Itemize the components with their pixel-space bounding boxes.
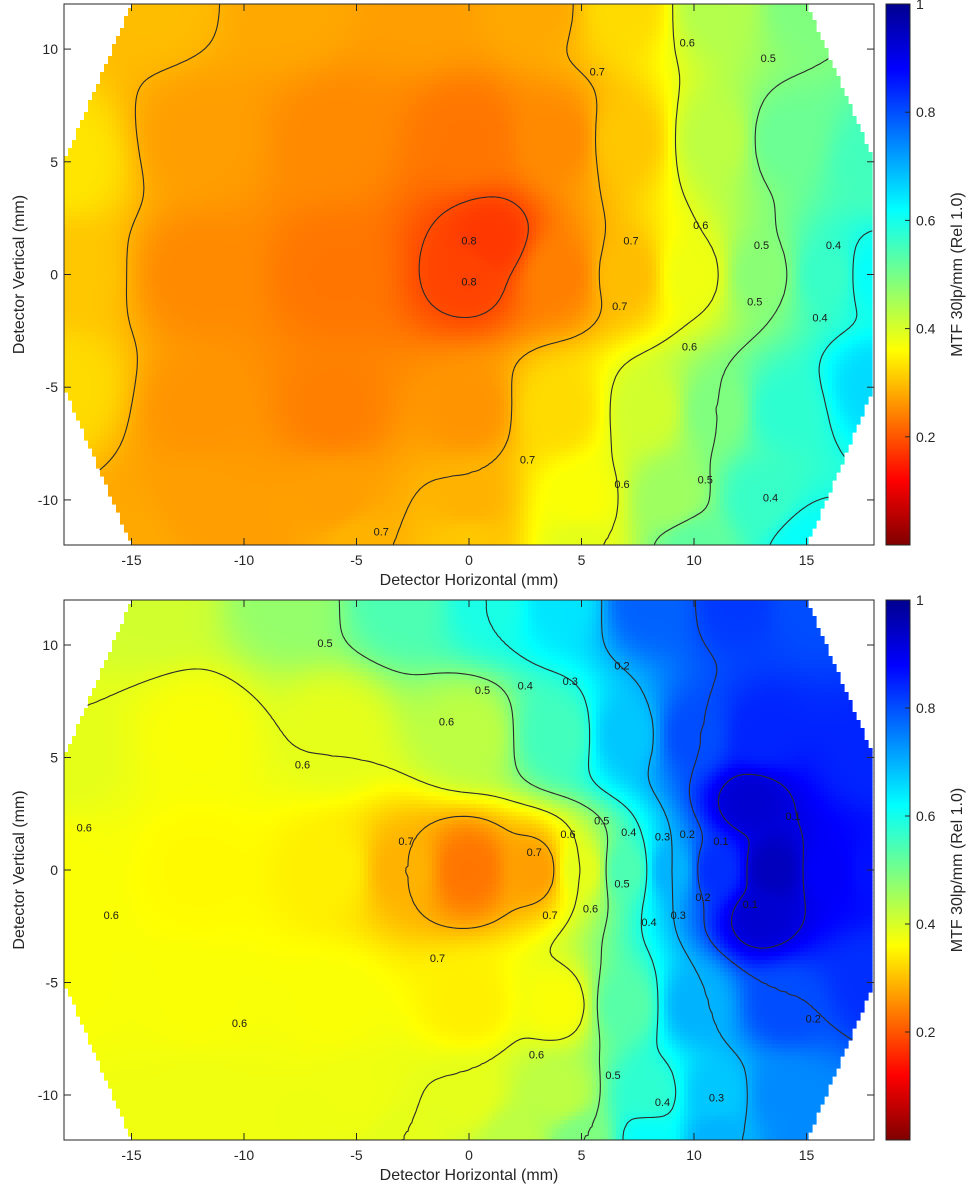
contour-label: 0.5 — [614, 879, 629, 891]
contour-label: 0.6 — [614, 479, 629, 491]
contour-label: 0.7 — [612, 301, 627, 313]
contour-label: 0.5 — [761, 53, 776, 65]
contour-label: 0.7 — [527, 847, 542, 859]
y-tick-label: -5 — [46, 975, 59, 991]
x-tick-label: 10 — [686, 1147, 702, 1163]
contour-label: 0.6 — [560, 829, 575, 841]
y-tick-label: -10 — [38, 492, 58, 508]
contour-label: 0.4 — [826, 240, 841, 252]
contour-label: 0.1 — [785, 811, 800, 823]
x-tick-label: 15 — [799, 1147, 815, 1163]
colorbar-tick-label: 0.8 — [916, 700, 936, 716]
colorbar-tick-label: 1 — [916, 0, 924, 12]
y-tick-label: -10 — [38, 1087, 58, 1103]
x-tick-label: -5 — [350, 552, 363, 568]
colorbar — [886, 4, 910, 545]
contour-label: 0.5 — [317, 638, 332, 650]
contour-label: 0.6 — [682, 342, 697, 354]
colorbar-tick-label: 0.2 — [916, 1024, 936, 1040]
contour-label: 0.1 — [713, 836, 728, 848]
x-axis-label: Detector Horizontal (mm) — [380, 572, 559, 589]
colorbar-tick-label: 0.6 — [916, 212, 936, 228]
y-tick-label: 5 — [50, 750, 58, 766]
contour-label: 0.7 — [542, 910, 557, 922]
contour-label: 0.7 — [430, 953, 445, 965]
contour-label: 0.4 — [518, 681, 533, 693]
contour-label: 0.6 — [693, 220, 708, 232]
contour-label: 0.3 — [709, 1092, 724, 1104]
contour-label: 0.7 — [374, 526, 389, 538]
x-tick-label: -10 — [234, 552, 254, 568]
contour-label: 0.3 — [671, 910, 686, 922]
contour-label: 0.3 — [563, 676, 578, 688]
x-axis-label: Detector Horizontal (mm) — [380, 1167, 559, 1184]
contour-plot-bottom: 0.5 0.5 0.4 0.3 0.2 0.6 0.6 0.6 0.6 0.6 0.7 0.7 0.7 0… — [11, 592, 966, 1184]
x-tick-label: 10 — [686, 552, 702, 568]
x-tick-label: 0 — [465, 1147, 473, 1163]
y-axis-label: Detector Vertical (mm) — [11, 195, 28, 354]
contour-label: 0.4 — [812, 312, 827, 324]
contour-label: 0.2 — [614, 660, 629, 672]
y-tick-label: 10 — [42, 637, 58, 653]
x-tick-label: -15 — [121, 1147, 141, 1163]
contour-label: 0.3 — [655, 831, 670, 843]
x-tick-label: 5 — [578, 1147, 586, 1163]
colorbar-tick-label: 0.4 — [916, 916, 936, 932]
y-tick-label: 0 — [50, 862, 58, 878]
contour-label: 0.5 — [605, 1070, 620, 1082]
contour-label: 0.8 — [461, 276, 476, 288]
y-axis-label: Detector Vertical (mm) — [11, 790, 28, 949]
colorbar-tick-label: 0.2 — [916, 429, 936, 445]
colorbar-tick-label: 0.4 — [916, 321, 936, 337]
colorbar — [886, 600, 910, 1140]
contour-label: 0.2 — [806, 1014, 821, 1026]
contour-label: 0.6 — [439, 717, 454, 729]
contour-label: 0.6 — [104, 910, 119, 922]
contour-label: 0.7 — [398, 836, 413, 848]
contour-label: 0.5 — [594, 816, 609, 828]
heatmap-field — [64, 600, 873, 1141]
x-tick-label: 5 — [578, 552, 586, 568]
y-tick-label: 10 — [42, 41, 58, 57]
contour-label: 0.8 — [461, 236, 476, 248]
contour-label: 0.6 — [295, 759, 310, 771]
contour-label: 0.7 — [623, 236, 638, 248]
y-tick-label: -5 — [46, 379, 59, 395]
contour-label: 0.4 — [641, 917, 656, 929]
contour-label: 0.6 — [680, 37, 695, 49]
contour-label: 0.6 — [529, 1050, 544, 1062]
contour-label: 0.6 — [77, 822, 92, 834]
heatmap-field — [64, 4, 873, 545]
contour-label: 0.4 — [621, 827, 636, 839]
x-tick-label: -10 — [234, 1147, 254, 1163]
contour-label: 0.5 — [747, 297, 762, 309]
contour-label: 0.6 — [583, 903, 598, 915]
x-tick-label: -15 — [121, 552, 141, 568]
colorbar-tick-label: 0.6 — [916, 808, 936, 824]
colorbar-tick-label: 0.8 — [916, 104, 936, 120]
contour-label: 0.7 — [520, 454, 535, 466]
colorbar-tick-label: 1 — [916, 592, 924, 608]
x-tick-label: 0 — [465, 552, 473, 568]
y-tick-label: 0 — [50, 267, 58, 283]
colorbar-label: MTF 30lp/mm (Rel 1.0) — [949, 788, 966, 952]
contour-label: 0.2 — [680, 829, 695, 841]
x-tick-label: 15 — [799, 552, 815, 568]
x-tick-label: -5 — [350, 1147, 363, 1163]
contour-label: 0.1 — [743, 899, 758, 911]
contour-plot-top: 0.7 0.6 0.5 0.8 0.8 0.7 0.6 0.5 0.4 0.7 0.6 0.5 0.4 0… — [11, 0, 966, 589]
contour-label: 0.6 — [232, 1018, 247, 1030]
colorbar-label: MTF 30lp/mm (Rel 1.0) — [949, 192, 966, 356]
contour-label: 0.5 — [698, 475, 713, 487]
contour-label: 0.4 — [655, 1097, 670, 1109]
contour-label: 0.5 — [754, 240, 769, 252]
contour-label: 0.2 — [695, 892, 710, 904]
y-tick-label: 5 — [50, 154, 58, 170]
contour-label: 0.4 — [763, 493, 778, 505]
contour-label: 0.5 — [475, 685, 490, 697]
contour-label: 0.7 — [590, 67, 605, 79]
